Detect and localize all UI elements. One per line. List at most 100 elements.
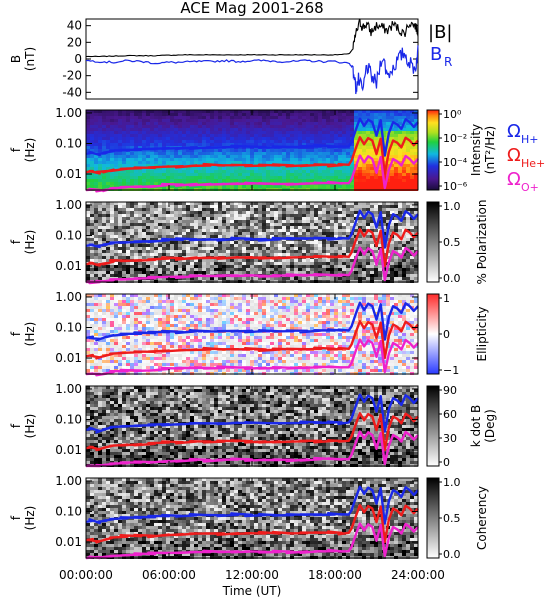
time-tick-label: 18:00:00 bbox=[308, 568, 362, 582]
colorbar-label: Intensity bbox=[469, 124, 483, 176]
gyro-line-o bbox=[85, 522, 419, 560]
freq-ylabel: f bbox=[9, 147, 23, 152]
freq-ylabel: f bbox=[9, 423, 23, 428]
colorbar-tick-label: 90 bbox=[443, 384, 457, 397]
gyro-line-h bbox=[85, 393, 419, 434]
colorbar-label-units: (Deg) bbox=[483, 409, 497, 443]
freq-tick-label: 0.10 bbox=[55, 228, 82, 242]
freq-tick-label: 0.01 bbox=[55, 167, 82, 181]
gyro-line-o bbox=[85, 338, 419, 377]
colorbar-tick-label: 0.0 bbox=[443, 548, 461, 561]
gyro-line-he bbox=[85, 228, 419, 268]
colorbar-tick-label: 10⁰ bbox=[443, 108, 462, 121]
gyro-line-o bbox=[85, 246, 419, 285]
gyro-line-he bbox=[85, 412, 419, 452]
freq-tick-label: 1.00 bbox=[55, 474, 82, 488]
colorbar-label: Coherency bbox=[475, 486, 489, 550]
freq-ylabel-group: f (Hz) bbox=[9, 506, 37, 531]
series-line-btotal bbox=[85, 18, 419, 58]
colorbar-label-group: Coherency bbox=[475, 486, 489, 550]
legend-br: B bbox=[430, 44, 442, 65]
gyro-line-h bbox=[85, 301, 419, 342]
legend-btotal: |B| bbox=[428, 22, 452, 43]
freq-tick-label: 0.01 bbox=[55, 259, 82, 273]
b-ylabel-units: (nT) bbox=[23, 47, 37, 71]
freq-ylabel-group: f (Hz) bbox=[9, 322, 37, 347]
b-ytick-label: -20 bbox=[62, 69, 82, 83]
gyro-legend-sub: He+ bbox=[521, 157, 545, 170]
colorbar-tick-label: 0.5 bbox=[443, 236, 461, 249]
b-legend: |B|B R bbox=[428, 22, 452, 69]
colorbar-tick-label: 0 bbox=[443, 456, 450, 469]
b-ylabel: B bbox=[9, 55, 23, 63]
k-dot-b-panel: 1.00 0.10 0.01 f (Hz) 90 60 30 0 k dot B (Deg) bbox=[9, 382, 497, 469]
time-axis-label: Time (UT) bbox=[222, 584, 282, 598]
gyro-line-o bbox=[85, 154, 419, 193]
time-axis: 00:00:00 06:00:00 12:00:00 18:00:00 24:00:00… bbox=[59, 568, 445, 598]
coherency-colorbar bbox=[426, 477, 440, 559]
colorbar-tick-label: 0.0 bbox=[443, 272, 461, 285]
colorbar-tick-label: 60 bbox=[443, 408, 457, 421]
time-tick-label: 24:00:00 bbox=[391, 568, 445, 582]
colorbar-tick-label: 1.0 bbox=[443, 476, 461, 489]
freq-tick-label: 1.00 bbox=[55, 198, 82, 212]
freq-ylabel-units: (Hz) bbox=[23, 414, 37, 439]
gyro-line-he bbox=[85, 504, 419, 544]
freq-ylabel-units: (Hz) bbox=[23, 230, 37, 255]
freq-ylabel-units: (Hz) bbox=[23, 506, 37, 531]
colorbar-tick-label: 10⁻⁶ bbox=[443, 180, 468, 193]
coherency-panel: 1.00 0.10 0.01 f (Hz) 1.0 0.5 0.0 Coherency bbox=[9, 474, 489, 561]
gyro-legend-symbol: Ω bbox=[507, 169, 521, 190]
polarization-colorbar bbox=[426, 201, 440, 283]
colorbar-tick-label: −1 bbox=[443, 364, 459, 377]
colorbar-tick-label: 10⁻² bbox=[443, 132, 467, 145]
freq-ylabel: f bbox=[9, 239, 23, 244]
colorbar-tick-label: 0.5 bbox=[443, 512, 461, 525]
colorbar-tick-label: 1.0 bbox=[443, 200, 461, 213]
colorbar-tick-label: 1 bbox=[443, 292, 450, 305]
magnetic-field-frame bbox=[85, 18, 419, 100]
time-tick-label: 06:00:00 bbox=[142, 568, 196, 582]
colorbar-label: % Polarization bbox=[475, 200, 489, 285]
ellipticity-panel: 1.00 0.10 0.01 f (Hz) 1 0 −1 Ellipticity bbox=[9, 290, 489, 377]
colorbar-label: k dot B bbox=[469, 405, 483, 447]
ellipticity-colorbar bbox=[426, 293, 440, 375]
freq-tick-label: 0.01 bbox=[55, 443, 82, 457]
b-ytick-label: 0 bbox=[74, 52, 82, 66]
time-tick-label: 00:00:00 bbox=[59, 568, 113, 582]
freq-tick-label: 0.01 bbox=[55, 351, 82, 365]
intensity-panel: 1.00 0.10 0.01 f (Hz) 10⁰ 10⁻² 10⁻⁴ 10⁻⁶Intensit… bbox=[9, 106, 497, 193]
colorbar-tick-label: 0 bbox=[443, 328, 450, 341]
gyro-line-h bbox=[85, 209, 419, 249]
freq-ylabel-units: (Hz) bbox=[23, 322, 37, 347]
k-dot-b-colorbar bbox=[426, 385, 440, 467]
gyro-legend: Ω H+Ω He+Ω O+ bbox=[507, 121, 545, 194]
b-ytick-label: 20 bbox=[67, 35, 82, 49]
colorbar-label-group: % Polarization bbox=[475, 200, 489, 285]
colorbar-label-units: (nT²/Hz) bbox=[483, 126, 497, 174]
gyro-line-he bbox=[85, 320, 419, 360]
gyro-line-o bbox=[85, 430, 419, 468]
freq-ylabel-group: f (Hz) bbox=[9, 414, 37, 439]
gyro-line-h bbox=[85, 117, 419, 157]
freq-tick-label: 1.00 bbox=[55, 290, 82, 304]
gyro-legend-symbol: Ω bbox=[507, 121, 521, 142]
magnetic-field-panel: 40 20 0 -20 -40 B (nT) bbox=[9, 18, 419, 100]
freq-tick-label: 0.01 bbox=[55, 535, 82, 549]
figure-title: ACE Mag 2001-268 bbox=[180, 0, 323, 17]
colorbar-tick-label: 30 bbox=[443, 432, 457, 445]
b-ytick-label: 40 bbox=[67, 19, 82, 33]
freq-tick-label: 0.10 bbox=[55, 504, 82, 518]
colorbar-label: Ellipticity bbox=[475, 307, 489, 362]
b-ylabel-group: B (nT) bbox=[9, 47, 37, 71]
colorbar-label-group: Ellipticity bbox=[475, 307, 489, 362]
series-line-br bbox=[85, 45, 419, 95]
freq-ylabel: f bbox=[9, 331, 23, 336]
gyro-legend-symbol: Ω bbox=[507, 145, 521, 166]
freq-ylabel-units: (Hz) bbox=[23, 138, 37, 163]
freq-tick-label: 1.00 bbox=[55, 382, 82, 396]
freq-ylabel-group: f (Hz) bbox=[9, 138, 37, 163]
freq-tick-label: 1.00 bbox=[55, 106, 82, 120]
b-ytick-label: -40 bbox=[62, 85, 82, 99]
